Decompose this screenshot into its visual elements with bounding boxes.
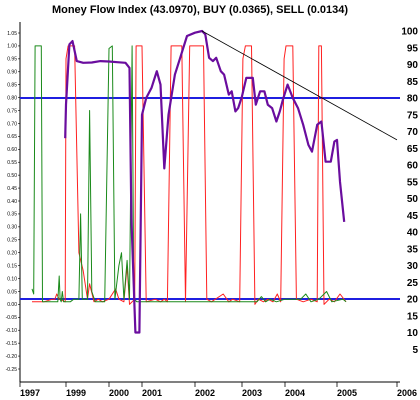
left-tick-label: -0.15 <box>6 341 18 347</box>
left-tick-label: 0.80 <box>7 95 17 101</box>
x-tick-label: 2002 <box>195 388 215 398</box>
right-tick-label: 30 <box>407 261 419 272</box>
x-axis-ticks: 1997 1999 2000 2001 2002 2003 2004 2005 2006 <box>19 382 417 398</box>
x-tick-label: 2000 <box>109 388 129 398</box>
x-tick-label: 1999 <box>66 388 86 398</box>
chart-title: Money Flow Index (43.0970), BUY (0.0365)… <box>52 4 348 16</box>
left-tick-label: 0.15 <box>7 263 17 269</box>
left-tick-label: 0.45 <box>7 186 17 192</box>
left-tick-label: -0.20 <box>6 354 18 360</box>
trendline-layer <box>201 30 398 141</box>
left-tick-label: 0.05 <box>7 289 17 295</box>
right-tick-label: 60 <box>407 161 419 172</box>
series-line-2 <box>31 45 347 303</box>
right-tick-label: 100 <box>401 27 418 38</box>
series-line-1 <box>32 45 347 305</box>
right-tick-label: 20 <box>407 295 419 306</box>
series-layer <box>31 29 347 334</box>
left-tick-label: -0.05 <box>6 315 18 321</box>
x-tick-label: 2005 <box>337 388 357 398</box>
trendline <box>201 30 398 141</box>
right-tick-label: 50 <box>407 194 419 205</box>
left-tick-label: 0.25 <box>7 238 17 244</box>
x-tick-label: 2001 <box>142 388 162 398</box>
left-tick-label: 0.50 <box>7 173 17 179</box>
x-tick-label: 2004 <box>285 388 305 398</box>
right-tick-label: 5 <box>412 345 418 356</box>
left-tick-label: 0.60 <box>7 147 17 153</box>
left-tick-label: 0.40 <box>7 199 17 205</box>
x-tick-label: 2003 <box>242 388 262 398</box>
right-tick-label: 65 <box>407 144 419 155</box>
right-tick-label: 75 <box>407 110 419 121</box>
right-tick-label: 95 <box>407 43 419 54</box>
right-tick-label: 55 <box>407 177 419 188</box>
x-tick-label: 2006 <box>397 388 417 398</box>
left-tick-label: 0.10 <box>7 276 17 282</box>
left-tick-label: 0.35 <box>7 212 17 218</box>
left-tick-label: 0.75 <box>7 108 17 114</box>
plot-frame <box>19 22 400 383</box>
right-axis-ticks: 100 95 90 85 80 75 70 65 60 55 50 45 40 35 30 25 20 15 10 5 <box>401 27 418 356</box>
series-line-0 <box>64 29 346 334</box>
right-tick-label: 90 <box>407 60 419 71</box>
left-tick-label: 0.55 <box>7 160 17 166</box>
left-tick-label: 0.85 <box>7 82 17 88</box>
left-tick-label: 1.05 <box>7 31 17 37</box>
left-axis-ticks: 1.05 1.00 0.95 0.90 0.85 0.80 0.75 0.70 0.65 0.60… <box>6 31 20 373</box>
right-tick-label: 70 <box>407 127 419 138</box>
left-tick-label: -0.10 <box>6 328 18 334</box>
right-tick-label: 45 <box>407 211 419 222</box>
left-tick-label: 0.20 <box>7 250 17 256</box>
left-tick-label: 0.90 <box>7 70 17 76</box>
left-tick-label: 0.65 <box>7 134 17 140</box>
right-tick-label: 25 <box>407 278 419 289</box>
right-tick-label: 35 <box>407 244 419 255</box>
left-tick-label: 0.95 <box>7 57 17 63</box>
right-tick-label: 40 <box>407 228 419 239</box>
left-tick-label: -0.25 <box>6 367 18 373</box>
right-tick-label: 85 <box>407 77 419 88</box>
right-tick-label: 10 <box>407 328 419 339</box>
left-tick-label: 0.70 <box>7 121 17 127</box>
right-tick-label: 80 <box>407 94 419 105</box>
left-tick-label: 0.30 <box>7 225 17 231</box>
x-tick-label: 1997 <box>20 388 40 398</box>
right-tick-label: 15 <box>407 311 419 322</box>
left-tick-label: 1.00 <box>7 44 17 50</box>
left-tick-label: 0.00 <box>7 302 17 308</box>
